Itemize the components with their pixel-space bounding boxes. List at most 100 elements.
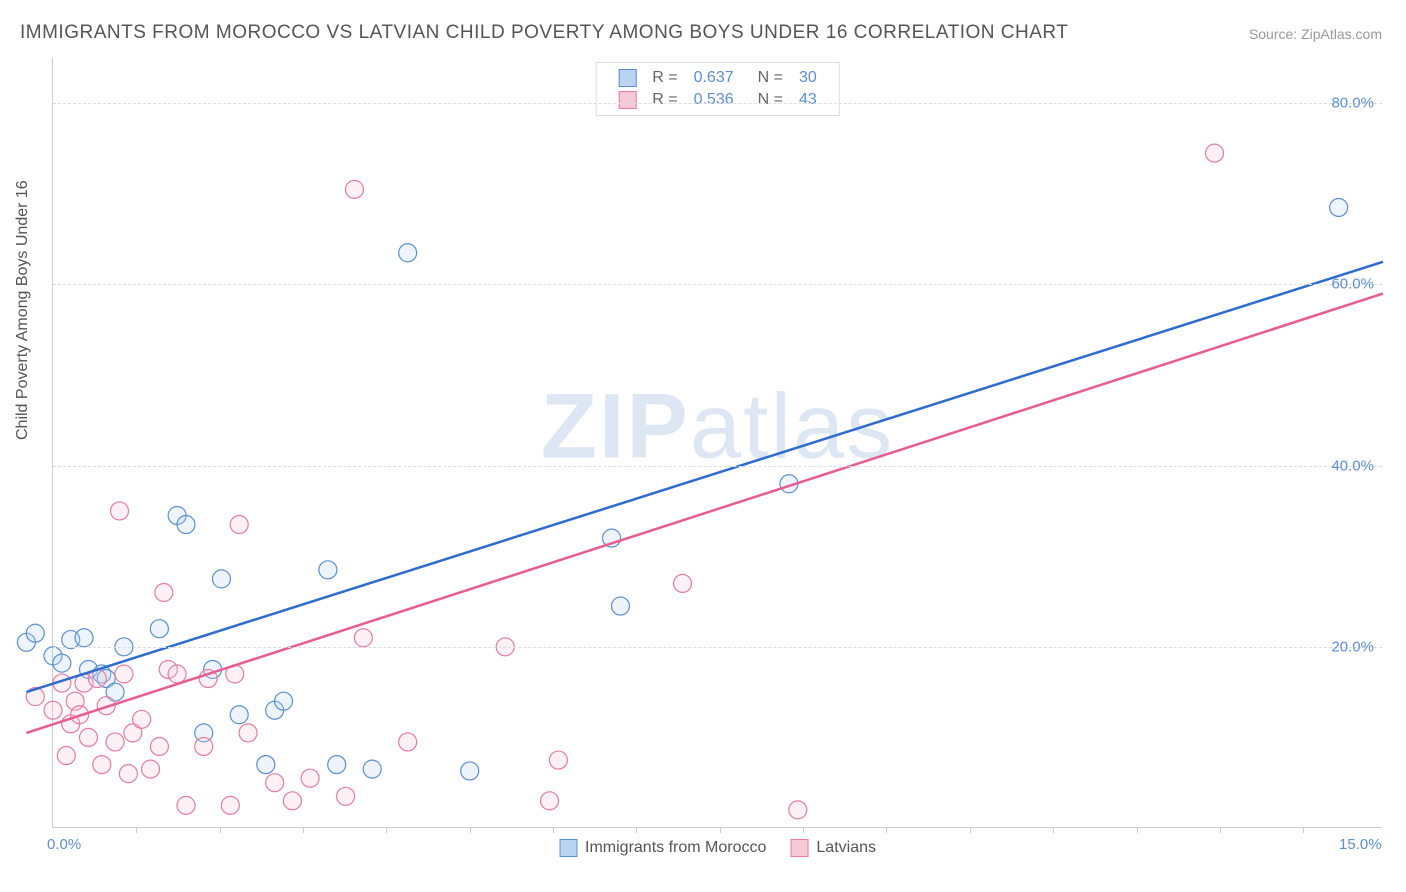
data-point — [257, 756, 275, 774]
data-point — [611, 597, 629, 615]
legend-series-item: Latvians — [790, 839, 876, 857]
data-point — [26, 624, 44, 642]
x-tick-mark — [220, 827, 221, 833]
data-point — [230, 706, 248, 724]
data-point — [106, 733, 124, 751]
x-tick-mark — [553, 827, 554, 833]
data-point — [549, 751, 567, 769]
legend-r-label: R = — [644, 67, 685, 89]
trend-line — [26, 262, 1383, 692]
gridline — [53, 284, 1382, 285]
legend-swatch — [559, 839, 577, 857]
data-point — [195, 737, 213, 755]
data-point — [177, 516, 195, 534]
data-point — [239, 724, 257, 742]
data-point — [44, 701, 62, 719]
gridline — [53, 103, 1382, 104]
gridline — [53, 466, 1382, 467]
x-tick-mark — [636, 827, 637, 833]
legend-row: R =0.637N =30 — [610, 67, 825, 89]
x-tick-mark — [1053, 827, 1054, 833]
plot-area: ZIPatlas R =0.637N =30R =0.536N =43 Immi… — [52, 58, 1382, 828]
legend-n-value: 30 — [791, 67, 825, 89]
x-tick-mark — [470, 827, 471, 833]
trend-line — [26, 294, 1383, 733]
y-tick-label: 60.0% — [1331, 276, 1374, 293]
chart-svg — [53, 58, 1382, 827]
data-point — [328, 756, 346, 774]
data-point — [674, 574, 692, 592]
data-point — [337, 787, 355, 805]
data-point — [133, 710, 151, 728]
legend-n-label: N = — [742, 67, 791, 89]
x-tick-mark — [803, 827, 804, 833]
legend-row: R =0.536N =43 — [610, 89, 825, 111]
data-point — [111, 502, 129, 520]
data-point — [75, 629, 93, 647]
legend-table: R =0.637N =30R =0.536N =43 — [610, 67, 825, 111]
legend-r-value: 0.637 — [686, 67, 742, 89]
data-point — [789, 801, 807, 819]
data-point — [212, 570, 230, 588]
y-tick-label: 40.0% — [1331, 457, 1374, 474]
data-point — [399, 244, 417, 262]
legend-n-label: N = — [742, 89, 791, 111]
legend-r-label: R = — [644, 89, 685, 111]
source-label: Source: — [1249, 26, 1297, 42]
data-point — [53, 654, 71, 672]
x-tick-mark — [970, 827, 971, 833]
data-point — [79, 728, 97, 746]
y-tick-label: 20.0% — [1331, 638, 1374, 655]
data-point — [142, 760, 160, 778]
data-point — [275, 692, 293, 710]
data-point — [363, 760, 381, 778]
gridline — [53, 647, 1382, 648]
data-point — [57, 747, 75, 765]
data-point — [115, 665, 133, 683]
data-point — [301, 769, 319, 787]
data-point — [168, 665, 186, 683]
x-tick-mark — [386, 827, 387, 833]
legend-correlation-box: R =0.637N =30R =0.536N =43 — [595, 62, 840, 116]
legend-r-value: 0.536 — [686, 89, 742, 111]
x-tick-mark — [886, 827, 887, 833]
legend-swatch — [790, 839, 808, 857]
legend-swatch — [618, 91, 636, 109]
data-point — [119, 765, 137, 783]
source-link[interactable]: ZipAtlas.com — [1301, 26, 1382, 42]
x-tick-mark — [1220, 827, 1221, 833]
legend-n-value: 43 — [791, 89, 825, 111]
data-point — [230, 516, 248, 534]
legend-swatch — [618, 69, 636, 87]
data-point — [1330, 198, 1348, 216]
data-point — [541, 792, 559, 810]
legend-series-label: Latvians — [816, 839, 876, 857]
data-point — [461, 762, 479, 780]
data-point — [1206, 144, 1224, 162]
data-point — [319, 561, 337, 579]
legend-series: Immigrants from Morocco Latvians — [559, 839, 876, 857]
x-tick-mark — [1303, 827, 1304, 833]
data-point — [93, 756, 111, 774]
legend-series-item: Immigrants from Morocco — [559, 839, 766, 857]
data-point — [283, 792, 301, 810]
data-point — [221, 796, 239, 814]
data-point — [177, 796, 195, 814]
data-point — [155, 583, 173, 601]
data-point — [150, 620, 168, 638]
data-point — [345, 180, 363, 198]
y-axis-label: Child Poverty Among Boys Under 16 — [14, 180, 32, 440]
x-tick-label: 0.0% — [47, 836, 81, 853]
source-attribution: Source: ZipAtlas.com — [1249, 26, 1382, 42]
chart-title: IMMIGRANTS FROM MOROCCO VS LATVIAN CHILD… — [20, 22, 1068, 44]
x-tick-mark — [1137, 827, 1138, 833]
x-tick-mark — [720, 827, 721, 833]
data-point — [399, 733, 417, 751]
x-tick-mark — [136, 827, 137, 833]
x-tick-label: 15.0% — [1339, 836, 1382, 853]
x-tick-mark — [303, 827, 304, 833]
data-point — [354, 629, 372, 647]
data-point — [266, 774, 284, 792]
y-tick-label: 80.0% — [1331, 95, 1374, 112]
data-point — [150, 737, 168, 755]
